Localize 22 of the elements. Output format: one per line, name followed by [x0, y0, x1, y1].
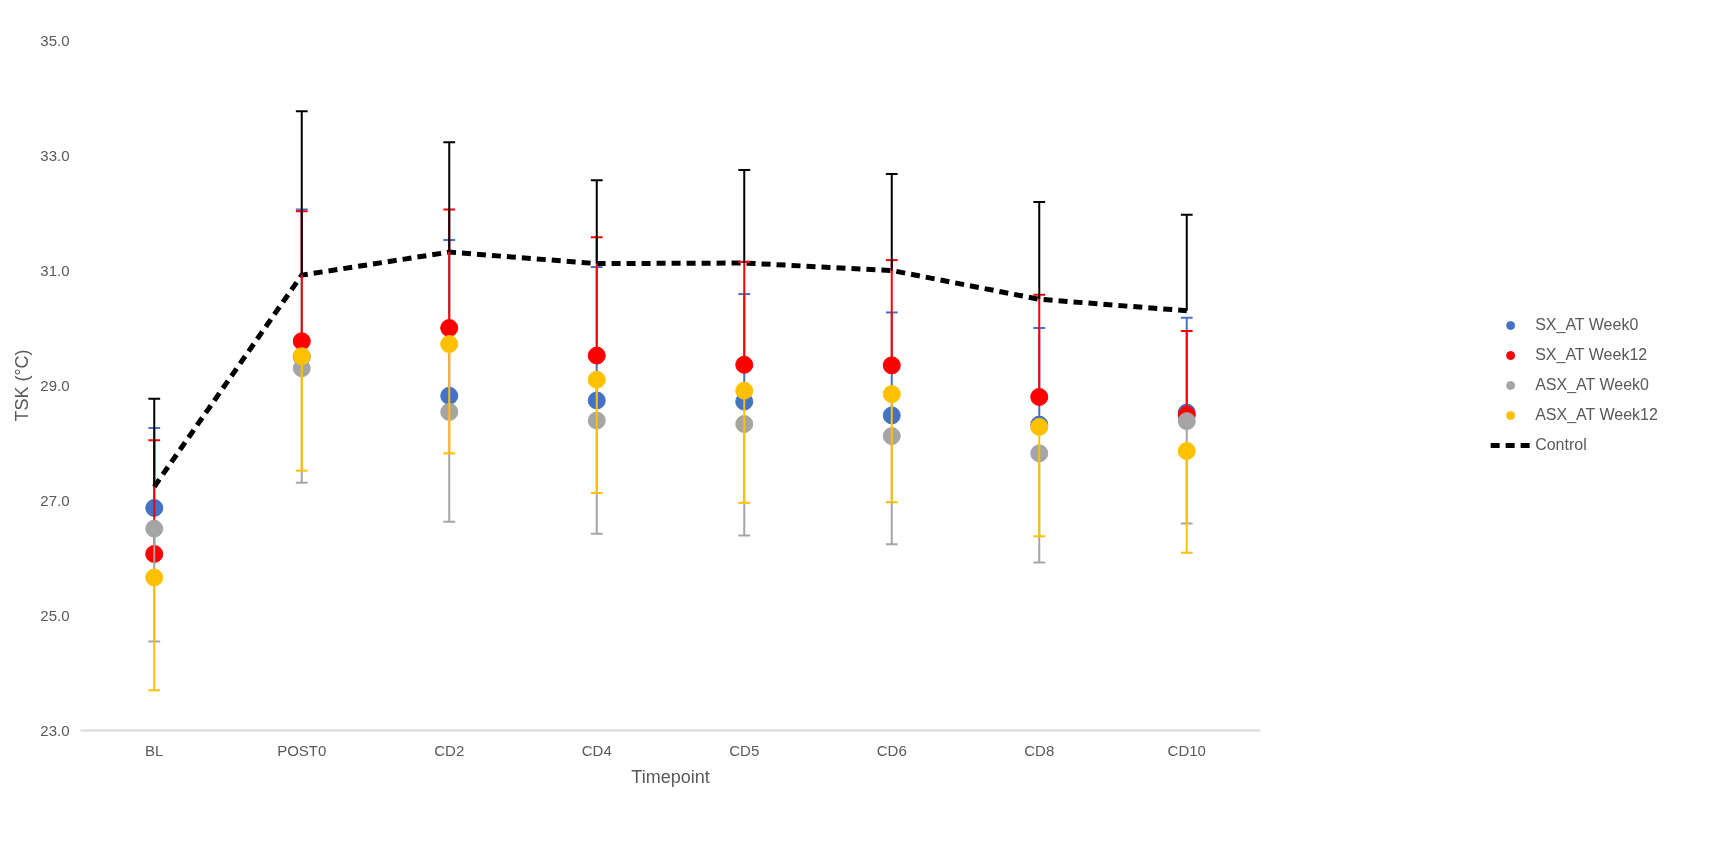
- y-tick-label: 33.0: [40, 146, 70, 164]
- legend-label: SX_AT Week12: [1535, 346, 1648, 364]
- x-tick-label: CD4: [581, 741, 612, 759]
- y-tick-label: 23.0: [40, 721, 70, 739]
- legend-label: SX_AT Week0: [1535, 316, 1639, 334]
- x-tick-label: CD10: [1167, 741, 1206, 759]
- legend-label: ASX_AT Week12: [1535, 406, 1658, 424]
- legend-label: Control: [1535, 436, 1587, 454]
- y-tick-label: 25.0: [40, 606, 70, 624]
- x-tick-label: BL: [145, 741, 164, 759]
- y-axis-title: TSK (°C): [12, 349, 33, 422]
- x-tick-label: CD2: [434, 741, 465, 759]
- y-tick-label: 29.0: [40, 376, 70, 394]
- x-tick-label: CD5: [729, 741, 760, 759]
- y-tick-label: 31.0: [40, 261, 70, 279]
- x-axis-title: Timepoint: [631, 766, 710, 787]
- x-tick-label: CD8: [1024, 741, 1055, 759]
- legend-label: ASX_AT Week0: [1535, 376, 1649, 394]
- x-tick-label: CD6: [876, 741, 907, 759]
- x-tick-label: POST0: [277, 741, 327, 759]
- y-tick-label: 27.0: [40, 491, 70, 509]
- y-tick-label: 35.0: [40, 31, 70, 49]
